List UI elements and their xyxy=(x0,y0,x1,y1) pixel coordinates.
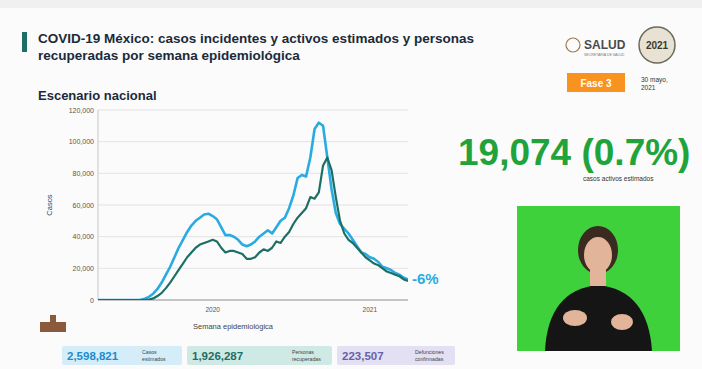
chart-title: COVID-19 México: casos incidentes y acti… xyxy=(38,30,488,64)
summary-label: estimados xyxy=(142,356,166,362)
logo-text: SALUD xyxy=(584,38,626,52)
grid-line xyxy=(98,173,408,174)
year-badge-text: 2021 xyxy=(646,40,669,51)
building-icon xyxy=(50,315,56,323)
summary-label: Personas xyxy=(292,349,314,355)
building-icon xyxy=(40,322,66,332)
y-tick-label: 120,000 xyxy=(69,107,94,114)
y-tick-label: 60,000 xyxy=(73,202,95,209)
plot-area xyxy=(98,123,408,300)
interpreter-face xyxy=(584,237,612,273)
interpreter-inset xyxy=(517,206,680,351)
y-tick-label: 80,000 xyxy=(73,170,95,177)
summary-label: confirmadas xyxy=(415,356,444,362)
summary-value: 223,507 xyxy=(342,350,384,362)
year-badge xyxy=(639,27,675,63)
y-tick-label: 20,000 xyxy=(73,265,95,272)
logo-emblem xyxy=(566,38,580,52)
interpreter-hair xyxy=(578,226,618,274)
date-text: 2021 xyxy=(641,84,656,91)
grid-line xyxy=(98,110,408,111)
x-axis-title: Semana epidemiológica xyxy=(193,322,274,331)
interpreter-hand xyxy=(563,310,587,326)
summary-value: 2,598,821 xyxy=(67,350,119,362)
summary-box xyxy=(337,346,455,365)
interpreter-hand xyxy=(611,314,633,330)
active-cases-value: 19,074 (0.7%) xyxy=(458,132,690,173)
accent-bar xyxy=(22,32,27,52)
background xyxy=(0,0,702,369)
interpreter-body xyxy=(545,285,652,351)
chart-subtitle: Escenario nacional xyxy=(38,88,157,103)
y-tick-label: 0 xyxy=(90,297,94,304)
interpreter-neck xyxy=(590,270,606,286)
annotation: -6% xyxy=(412,270,439,287)
x-tick-label: 2020 xyxy=(205,306,220,313)
summary-box xyxy=(187,346,332,365)
phase-text: Fase 3 xyxy=(580,78,612,89)
summary-label: recuperadas xyxy=(292,356,321,362)
series-line xyxy=(98,158,408,301)
grid-line xyxy=(98,268,408,269)
y-tick-label: 100,000 xyxy=(69,138,94,145)
top-band xyxy=(0,0,702,8)
date-text: 30 mayo, xyxy=(641,76,668,84)
summary-value: 1,926,287 xyxy=(192,350,243,362)
x-tick-label: 2021 xyxy=(363,306,378,313)
summary-label: Casos xyxy=(142,349,157,355)
summary-box xyxy=(62,346,182,365)
summary-label: Defunciones xyxy=(415,349,444,355)
series-line xyxy=(98,123,408,300)
y-tick-label: 40,000 xyxy=(73,233,95,240)
phase-badge xyxy=(567,73,625,92)
y-axis-line xyxy=(98,110,99,300)
active-cases-label: casos activos estimados xyxy=(583,175,654,182)
logo-subtitle: SECRETARÍA DE SALUD xyxy=(584,53,625,57)
grid-line xyxy=(98,205,408,206)
inset-background xyxy=(517,206,680,351)
grid-line xyxy=(98,141,408,142)
grid-line xyxy=(98,236,408,237)
y-axis-title: Casos xyxy=(45,194,54,216)
